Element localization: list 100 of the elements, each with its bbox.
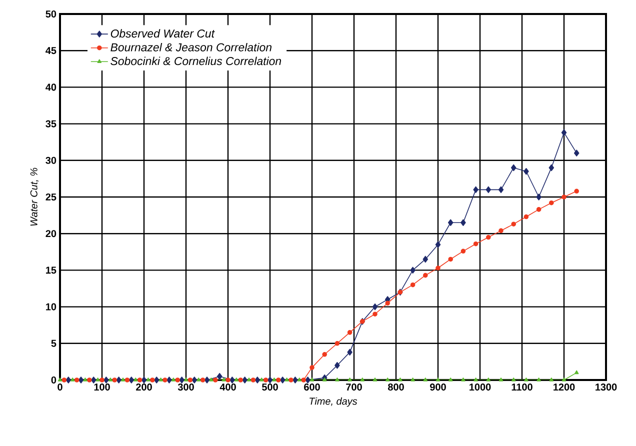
point <box>410 378 415 382</box>
y-tick-label: 35 <box>46 120 56 128</box>
x-tick-label: 1100 <box>512 384 532 391</box>
y-tick-label: 30 <box>46 156 56 164</box>
point <box>422 256 428 263</box>
point <box>301 378 306 382</box>
x-tick-label: 700 <box>346 384 362 391</box>
point <box>179 376 184 384</box>
x-tick-label: 1200 <box>554 384 575 391</box>
y-tick-label: 50 <box>46 10 56 18</box>
point <box>74 378 80 382</box>
point <box>574 370 579 374</box>
x-tick-label: 900 <box>430 384 446 391</box>
point <box>423 272 428 278</box>
y-tick-label: 20 <box>46 230 56 238</box>
x-tick-label: 600 <box>304 384 320 391</box>
point <box>70 378 75 382</box>
y-tick-label: 40 <box>46 84 56 91</box>
point <box>448 378 453 382</box>
x-tick-label: 500 <box>262 384 278 391</box>
x-tick-label: 800 <box>388 384 404 391</box>
point <box>486 186 492 194</box>
point <box>460 248 466 254</box>
y-tick-label: 5 <box>51 340 56 347</box>
point <box>238 378 243 382</box>
point <box>347 330 352 335</box>
point <box>385 300 390 306</box>
point <box>158 378 163 382</box>
x-axis-title: Time, days <box>310 397 358 407</box>
point <box>196 378 201 382</box>
point <box>334 341 340 346</box>
point <box>222 378 226 382</box>
point <box>334 362 340 369</box>
legend-label: Observed Water Cut <box>110 29 215 38</box>
point <box>234 378 239 382</box>
point <box>448 256 453 262</box>
point <box>108 378 113 382</box>
x-tick-label: 1000 <box>470 384 491 391</box>
point <box>284 378 289 382</box>
point <box>128 376 134 384</box>
point <box>250 378 256 382</box>
point <box>171 378 176 382</box>
point <box>574 188 579 194</box>
point <box>120 378 126 382</box>
point <box>435 241 441 248</box>
point <box>461 378 466 382</box>
point <box>549 200 554 206</box>
point <box>410 266 416 274</box>
point <box>62 378 67 382</box>
point <box>288 378 294 382</box>
point <box>322 352 327 357</box>
legend-label: Bournazel & Jeason Correlation <box>110 42 272 52</box>
point <box>372 312 378 317</box>
point <box>137 378 142 382</box>
point <box>246 378 252 382</box>
point <box>511 378 516 382</box>
point <box>96 378 100 382</box>
point <box>204 376 210 384</box>
point <box>410 282 416 288</box>
point <box>58 378 62 382</box>
point <box>188 378 193 382</box>
point <box>297 378 302 382</box>
point <box>486 378 491 382</box>
point <box>335 378 340 382</box>
point <box>348 378 352 382</box>
point <box>124 378 130 382</box>
point <box>254 376 260 384</box>
point <box>66 376 72 384</box>
y-tick-label: 15 <box>46 266 56 274</box>
point <box>166 376 172 384</box>
point <box>116 376 122 384</box>
point <box>561 129 567 136</box>
point <box>133 378 138 382</box>
point <box>549 378 554 382</box>
point <box>498 186 504 194</box>
point <box>423 378 428 382</box>
point <box>259 378 264 382</box>
point <box>100 378 104 382</box>
point <box>436 266 440 270</box>
point <box>209 378 214 382</box>
point <box>175 378 180 382</box>
point <box>524 214 529 220</box>
point <box>276 378 281 382</box>
point <box>372 303 378 310</box>
point <box>524 168 529 175</box>
point <box>460 219 466 226</box>
y-tick-label: 45 <box>46 47 56 54</box>
point <box>347 348 352 356</box>
y-tick-label: 0 <box>51 376 56 384</box>
point <box>473 186 478 194</box>
point <box>473 241 478 246</box>
point <box>524 378 528 382</box>
point <box>83 378 88 382</box>
point <box>267 376 273 384</box>
point <box>200 378 206 382</box>
point <box>104 376 109 384</box>
point <box>498 228 504 234</box>
x-tick-label: 100 <box>94 384 110 391</box>
point <box>536 194 542 200</box>
point <box>448 219 454 226</box>
